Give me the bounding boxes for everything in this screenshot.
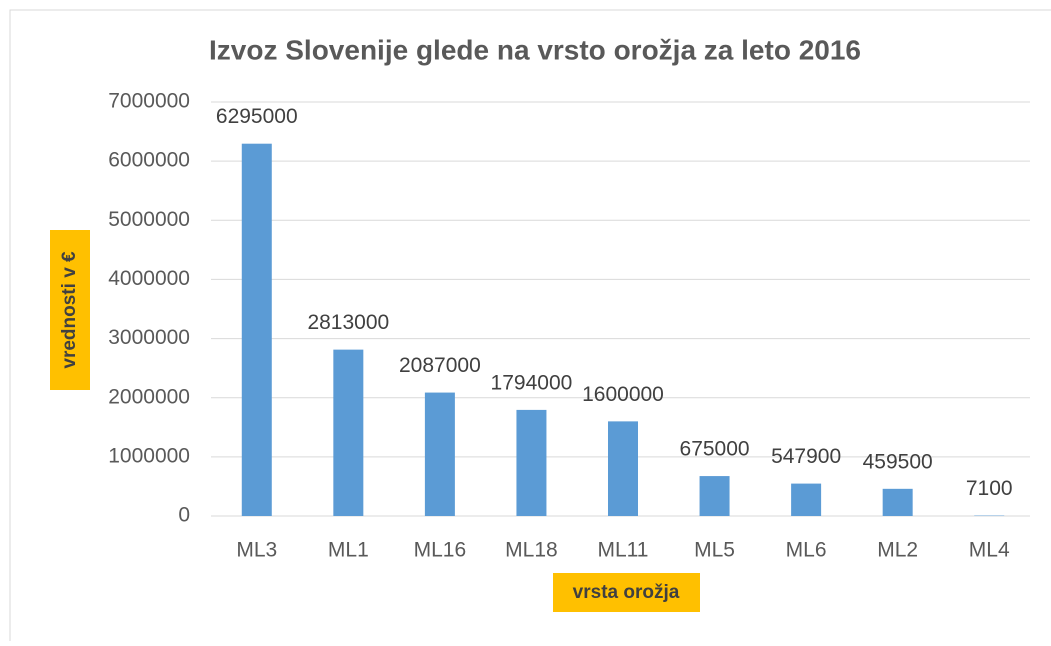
data-label: 6295000 bbox=[216, 105, 298, 128]
x-tick-label: ML18 bbox=[505, 539, 558, 562]
data-label: 675000 bbox=[680, 438, 750, 461]
data-label: 547900 bbox=[771, 445, 841, 468]
x-tick-label: ML2 bbox=[877, 539, 918, 562]
x-tick-label: ML1 bbox=[328, 539, 369, 562]
y-axis-title: vrednosti v € bbox=[59, 251, 80, 369]
bar bbox=[516, 410, 546, 516]
data-label: 459500 bbox=[863, 450, 933, 473]
x-tick-label: ML4 bbox=[969, 539, 1010, 562]
x-axis-title: vrsta orožja bbox=[573, 582, 680, 603]
y-tick-label: 1000000 bbox=[108, 444, 190, 467]
y-tick-label: 5000000 bbox=[108, 208, 190, 231]
data-label: 7100 bbox=[966, 477, 1013, 500]
bar bbox=[333, 350, 363, 516]
data-label: 2813000 bbox=[307, 311, 389, 334]
chart-title: Izvoz Slovenije glede na vrsto orožja za… bbox=[209, 34, 861, 65]
bar bbox=[791, 484, 821, 516]
data-label: 2087000 bbox=[399, 354, 481, 377]
data-label: 1600000 bbox=[582, 383, 664, 406]
x-tick-label: ML11 bbox=[598, 539, 649, 562]
x-tick-label: ML3 bbox=[236, 539, 277, 562]
y-tick-label: 0 bbox=[178, 504, 190, 527]
y-tick-label: 4000000 bbox=[108, 267, 190, 290]
y-tick-label: 2000000 bbox=[108, 385, 190, 408]
bar bbox=[700, 476, 730, 516]
bar bbox=[242, 144, 272, 516]
bar bbox=[608, 421, 638, 516]
x-tick-label: ML6 bbox=[786, 539, 827, 562]
x-tick-label: ML16 bbox=[414, 539, 467, 562]
y-tick-label: 6000000 bbox=[108, 149, 190, 172]
y-tick-label: 7000000 bbox=[108, 90, 190, 113]
x-tick-label: ML5 bbox=[694, 539, 735, 562]
bar bbox=[425, 393, 455, 516]
data-label: 1794000 bbox=[491, 371, 573, 394]
y-tick-label: 3000000 bbox=[108, 326, 190, 349]
bar bbox=[883, 489, 913, 516]
